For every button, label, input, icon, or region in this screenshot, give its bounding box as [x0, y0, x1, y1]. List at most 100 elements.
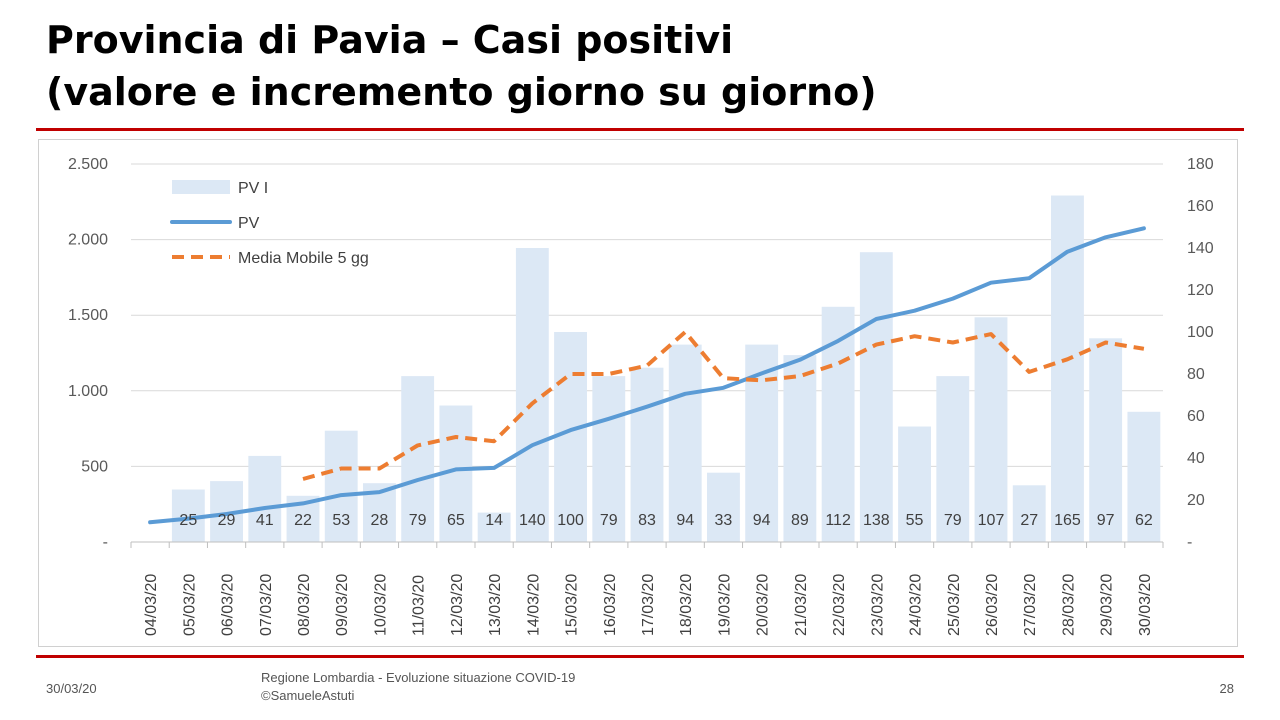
chart: - 500 1.000 1.500 2.000 2.500 - 20 40 60 80 100 120 1…	[68, 156, 1214, 636]
bar	[592, 376, 626, 542]
right-axis-tick-label: 20	[1187, 492, 1205, 509]
right-axis-tick-label: 100	[1187, 324, 1214, 341]
bar	[1127, 411, 1161, 542]
data-label: 25	[179, 512, 197, 529]
right-axis-tick-label: 60	[1187, 408, 1205, 425]
bar	[898, 426, 931, 542]
footer-divider	[36, 655, 1244, 658]
left-axis-tick-label: 2.000	[68, 232, 108, 249]
data-label: 53	[332, 512, 350, 529]
bar	[783, 355, 817, 542]
legend-label: PV	[238, 215, 260, 232]
data-label: 107	[978, 512, 1005, 529]
bar	[974, 317, 1008, 542]
x-axis-tick-label: 21/03/20	[793, 574, 810, 636]
right-axis-tick-label: 80	[1187, 366, 1205, 383]
left-axis-tick-label: -	[103, 534, 108, 551]
x-axis-tick-label: 14/03/20	[525, 574, 542, 636]
x-axis-tick-label: 24/03/20	[908, 574, 925, 636]
bar	[1012, 485, 1046, 542]
data-label: 94	[676, 512, 694, 529]
x-axis-tick-label: 19/03/20	[716, 574, 733, 636]
footer-source-line-2: ©SamueleAstuti	[261, 688, 355, 703]
x-axis-tick-label: 20/03/20	[755, 574, 772, 636]
left-axis-tick-label: 1.500	[68, 307, 108, 324]
data-label: 89	[791, 512, 809, 529]
data-label: 62	[1135, 512, 1153, 529]
bar	[401, 376, 435, 542]
left-axis-tick-label: 2.500	[68, 156, 108, 173]
slide-title: Provincia di Pavia – Casi positivi (valo…	[46, 14, 877, 118]
data-label: 94	[753, 512, 771, 529]
x-axis-tick-label: 25/03/20	[946, 574, 963, 636]
data-label: 140	[519, 512, 546, 529]
page-number: 28	[1219, 681, 1234, 696]
bar	[248, 455, 282, 542]
data-label: 14	[485, 512, 503, 529]
x-axis-tick-label: 16/03/20	[602, 574, 619, 636]
footer-source-line-1: Regione Lombardia - Evoluzione situazion…	[261, 670, 576, 685]
bar	[554, 332, 587, 542]
bar	[859, 252, 893, 542]
bar	[1089, 338, 1123, 542]
legend-label: PV I	[238, 180, 268, 197]
x-axis-tick-label: 27/03/20	[1022, 574, 1039, 636]
data-label: 83	[638, 512, 656, 529]
left-axis-tick-label: 500	[81, 458, 108, 475]
right-axis-tick-label: 180	[1187, 156, 1214, 173]
data-label: 112	[825, 512, 851, 529]
right-axis-tick-label: -	[1187, 534, 1192, 551]
legend-label: Media Mobile 5 gg	[238, 250, 369, 267]
data-label: 28	[371, 512, 389, 529]
x-axis-tick-label: 08/03/20	[296, 574, 313, 636]
right-axis-tick-label: 40	[1187, 450, 1205, 467]
bar	[630, 367, 664, 542]
x-axis-tick-label: 18/03/20	[678, 574, 695, 636]
footer-date: 30/03/20	[46, 681, 97, 696]
x-axis-tick-label: 28/03/20	[1060, 574, 1077, 636]
x-axis-tick-label: 11/03/20	[411, 575, 428, 636]
x-axis-tick-label: 10/03/20	[372, 574, 389, 636]
bar	[707, 472, 740, 542]
data-label: 79	[944, 512, 962, 529]
footer-source: Regione Lombardia - Evoluzione situazion…	[261, 670, 575, 703]
data-label: 29	[218, 512, 236, 529]
x-axis-tick-label: 29/03/20	[1099, 574, 1116, 636]
x-axis-tick-label: 17/03/20	[640, 574, 657, 636]
data-label: 27	[1020, 512, 1038, 529]
data-label: 79	[600, 512, 618, 529]
data-label: 22	[294, 512, 312, 529]
x-axis-tick-label: 30/03/20	[1137, 574, 1154, 636]
x-axis-tick-label: 04/03/20	[143, 574, 160, 636]
moving-average-line	[302, 330, 1145, 481]
bar	[936, 376, 970, 542]
data-label: 33	[715, 512, 733, 529]
x-axis-tick-label: 09/03/20	[334, 574, 351, 636]
data-label: 55	[906, 512, 924, 529]
x-axis-tick-label: 23/03/20	[869, 574, 886, 636]
legend-swatch	[172, 180, 230, 194]
data-label: 165	[1054, 512, 1081, 529]
x-axis-tick-label: 12/03/20	[449, 574, 466, 636]
title-divider	[36, 128, 1244, 131]
left-axis-tick-label: 1.000	[68, 383, 108, 400]
bar	[477, 512, 511, 542]
right-axis-tick-label: 160	[1187, 198, 1214, 215]
bar	[668, 344, 702, 542]
title-line-2: (valore e incremento giorno su giorno)	[46, 70, 877, 114]
title-line-1: Provincia di Pavia – Casi positivi	[46, 18, 734, 62]
x-axis-tick-label: 07/03/20	[258, 574, 275, 636]
x-axis-tick-label: 15/03/20	[564, 574, 581, 636]
data-label: 100	[557, 512, 584, 529]
right-axis-tick-label: 140	[1187, 240, 1214, 257]
data-label: 138	[863, 512, 890, 529]
x-axis-tick-label: 05/03/20	[181, 574, 198, 636]
x-axis-tick-label: 13/03/20	[487, 574, 504, 636]
data-label: 41	[256, 512, 274, 529]
data-label: 65	[447, 512, 465, 529]
x-axis-tick-label: 26/03/20	[984, 574, 1001, 636]
bar	[324, 430, 358, 542]
x-axis-tick-label: 22/03/20	[831, 574, 848, 636]
right-axis-tick-label: 120	[1187, 282, 1214, 299]
data-label: 79	[409, 512, 427, 529]
